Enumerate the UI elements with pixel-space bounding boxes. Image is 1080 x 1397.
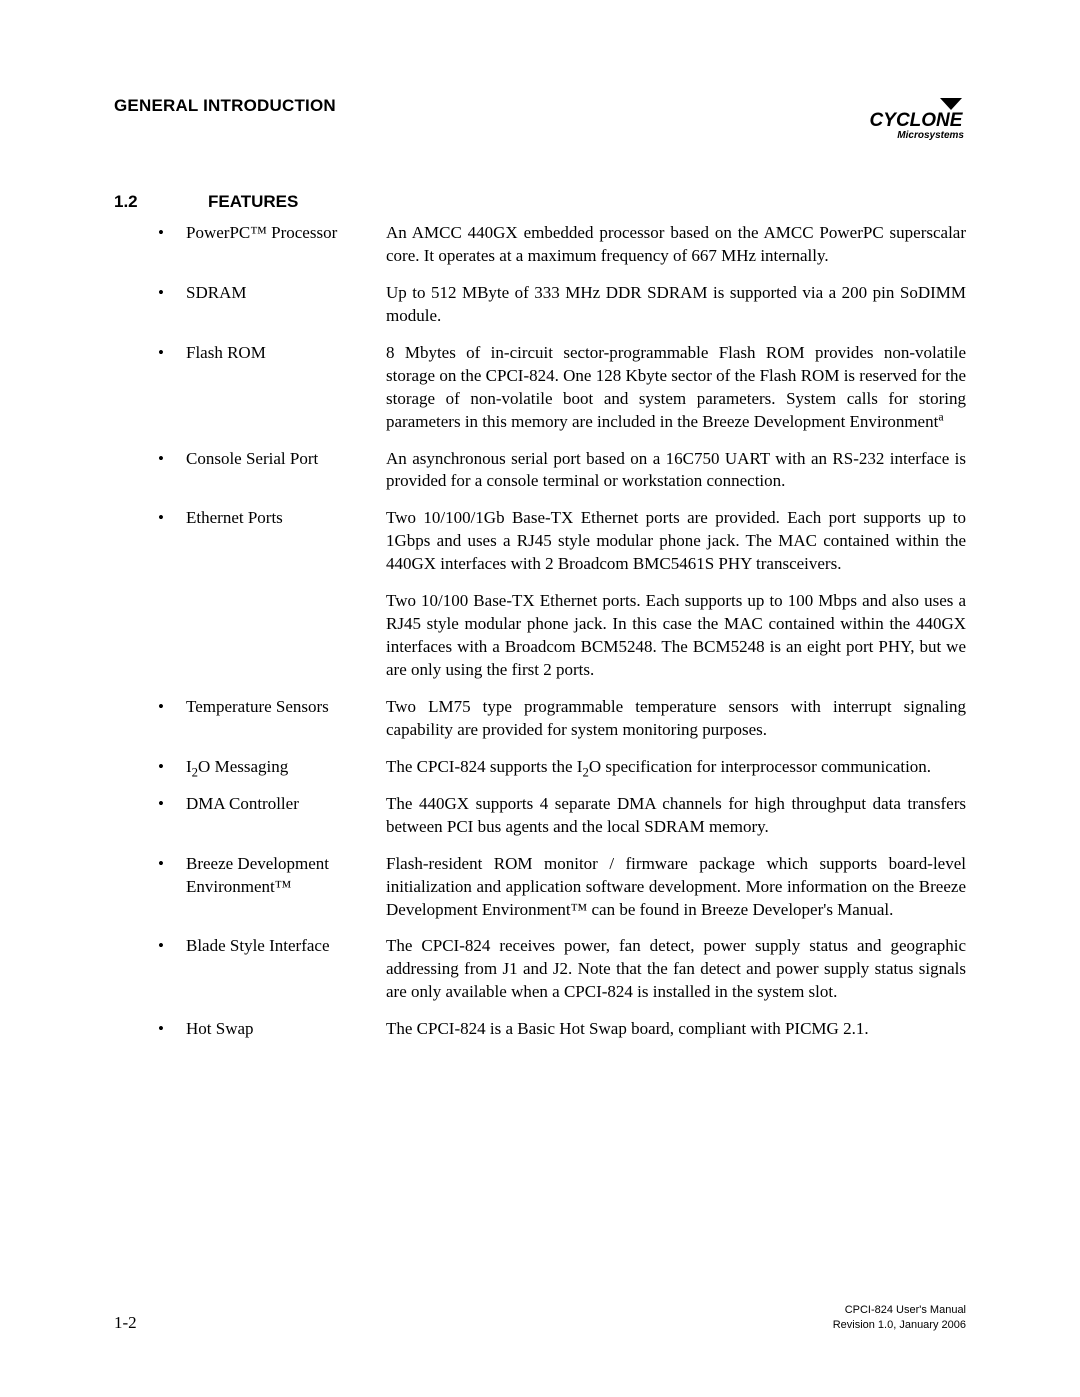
section-number: 1.2: [114, 192, 208, 212]
feature-name: Flash ROM: [186, 342, 386, 434]
bullet-icon: •: [158, 1018, 186, 1041]
feature-item: •Blade Style InterfaceThe CPCI-824 recei…: [158, 935, 966, 1004]
header-title: GENERAL INTRODUCTION: [114, 96, 336, 116]
footer-info: CPCI-824 User's Manual Revision 1.0, Jan…: [833, 1303, 966, 1333]
bullet-icon: •: [158, 935, 186, 1004]
feature-name: Hot Swap: [186, 1018, 386, 1041]
feature-paragraph: Two 10/100 Base-TX Ethernet ports. Each …: [386, 590, 966, 682]
bullet-icon: •: [158, 342, 186, 434]
feature-description: The CPCI-824 receives power, fan detect,…: [386, 935, 966, 1004]
feature-paragraph: The CPCI-824 is a Basic Hot Swap board, …: [386, 1018, 966, 1041]
feature-name: Breeze Development Environment™: [186, 853, 386, 922]
feature-paragraph: Up to 512 MByte of 333 MHz DDR SDRAM is …: [386, 282, 966, 328]
feature-item: •SDRAMUp to 512 MByte of 333 MHz DDR SDR…: [158, 282, 966, 328]
feature-item: •Flash ROM8 Mbytes of in-circuit sector-…: [158, 342, 966, 434]
footer-page-number: 1-2: [114, 1313, 137, 1333]
feature-name: PowerPC™ Processor: [186, 222, 386, 268]
feature-name: Ethernet Ports: [186, 507, 386, 682]
footer-manual: CPCI-824 User's Manual: [833, 1303, 966, 1318]
feature-name: I2O Messaging: [186, 756, 386, 779]
feature-description: Up to 512 MByte of 333 MHz DDR SDRAM is …: [386, 282, 966, 328]
page-footer: 1-2 CPCI-824 User's Manual Revision 1.0,…: [114, 1303, 966, 1333]
feature-item: •I2O MessagingThe CPCI-824 supports the …: [158, 756, 966, 779]
svg-text:Microsystems: Microsystems: [897, 130, 964, 140]
feature-item: •PowerPC™ ProcessorAn AMCC 440GX embedde…: [158, 222, 966, 268]
page-header: GENERAL INTRODUCTION CYCLONE Microsystem…: [114, 96, 966, 144]
svg-text:CYCLONE: CYCLONE: [870, 110, 964, 131]
feature-name: Temperature Sensors: [186, 696, 386, 742]
feature-item: •Ethernet PortsTwo 10/100/1Gb Base-TX Et…: [158, 507, 966, 682]
feature-paragraph: 8 Mbytes of in-circuit sector-programmab…: [386, 342, 966, 434]
feature-paragraph: Two 10/100/1Gb Base-TX Ethernet ports ar…: [386, 507, 966, 576]
feature-description: Two LM75 type programmable temperature s…: [386, 696, 966, 742]
company-logo: CYCLONE Microsystems: [866, 96, 966, 144]
bullet-icon: •: [158, 282, 186, 328]
feature-description: 8 Mbytes of in-circuit sector-programmab…: [386, 342, 966, 434]
feature-paragraph: An asynchronous serial port based on a 1…: [386, 448, 966, 494]
feature-description: Two 10/100/1Gb Base-TX Ethernet ports ar…: [386, 507, 966, 682]
feature-name: DMA Controller: [186, 793, 386, 839]
feature-name: SDRAM: [186, 282, 386, 328]
feature-paragraph: The 440GX supports 4 separate DMA channe…: [386, 793, 966, 839]
feature-description: The CPCI-824 supports the I2O specificat…: [386, 756, 966, 779]
feature-item: •Breeze Development Environment™Flash-re…: [158, 853, 966, 922]
bullet-icon: •: [158, 448, 186, 494]
bullet-icon: •: [158, 756, 186, 779]
feature-paragraph: An AMCC 440GX embedded processor based o…: [386, 222, 966, 268]
feature-name: Blade Style Interface: [186, 935, 386, 1004]
bullet-icon: •: [158, 793, 186, 839]
feature-description: Flash-resident ROM monitor / firmware pa…: [386, 853, 966, 922]
feature-name: Console Serial Port: [186, 448, 386, 494]
section-heading: 1.2 FEATURES: [114, 192, 966, 212]
feature-description: An AMCC 440GX embedded processor based o…: [386, 222, 966, 268]
bullet-icon: •: [158, 507, 186, 682]
feature-item: •Temperature SensorsTwo LM75 type progra…: [158, 696, 966, 742]
bullet-icon: •: [158, 222, 186, 268]
feature-description: The 440GX supports 4 separate DMA channe…: [386, 793, 966, 839]
feature-paragraph: The CPCI-824 receives power, fan detect,…: [386, 935, 966, 1004]
feature-item: •Hot SwapThe CPCI-824 is a Basic Hot Swa…: [158, 1018, 966, 1041]
features-list: •PowerPC™ ProcessorAn AMCC 440GX embedde…: [114, 222, 966, 1041]
feature-paragraph: Flash-resident ROM monitor / firmware pa…: [386, 853, 966, 922]
bullet-icon: •: [158, 853, 186, 922]
feature-description: An asynchronous serial port based on a 1…: [386, 448, 966, 494]
section-title: FEATURES: [208, 192, 298, 212]
cyclone-logo-icon: CYCLONE Microsystems: [866, 96, 966, 140]
footer-revision: Revision 1.0, January 2006: [833, 1318, 966, 1333]
feature-paragraph: The CPCI-824 supports the I2O specificat…: [386, 756, 966, 779]
feature-item: •Console Serial PortAn asynchronous seri…: [158, 448, 966, 494]
bullet-icon: •: [158, 696, 186, 742]
feature-description: The CPCI-824 is a Basic Hot Swap board, …: [386, 1018, 966, 1041]
feature-paragraph: Two LM75 type programmable temperature s…: [386, 696, 966, 742]
feature-item: •DMA ControllerThe 440GX supports 4 sepa…: [158, 793, 966, 839]
